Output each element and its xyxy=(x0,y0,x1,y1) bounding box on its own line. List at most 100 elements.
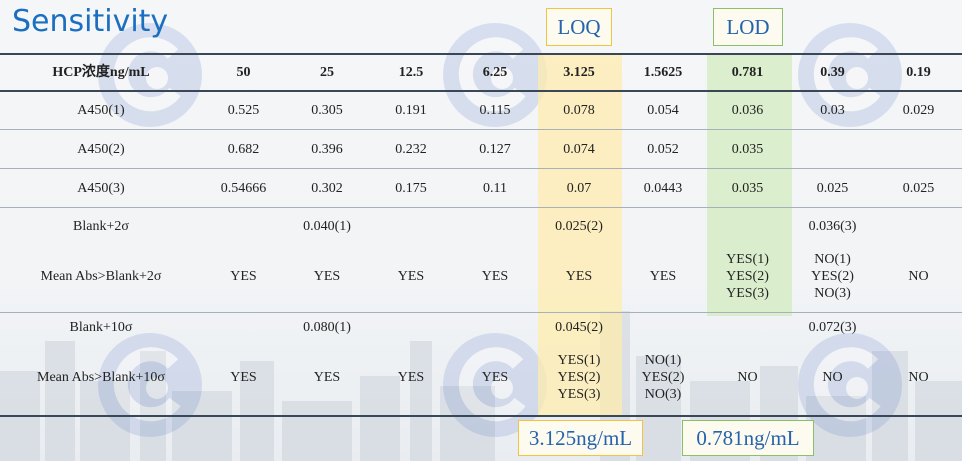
lod-column-highlight xyxy=(707,54,792,316)
table-cell: NO xyxy=(737,370,758,385)
table-cell xyxy=(453,208,537,244)
row-label: A450(3) xyxy=(77,181,125,196)
city-skyline-background xyxy=(0,311,962,461)
row-label: Mean Abs>Blank+10σ xyxy=(37,370,165,385)
table-cell xyxy=(369,208,453,244)
table-cell: 0.525 xyxy=(227,103,260,118)
table-row: A450(1) 0.525 0.305 0.191 0.115 0.078 0.… xyxy=(0,91,962,130)
table-cell xyxy=(705,208,790,244)
table-cell-multiline: NO(1) YES(2) NO(3) xyxy=(790,244,875,309)
table-cell: 0.052 xyxy=(647,142,679,157)
row-divider xyxy=(0,207,962,208)
lod-value-box: 0.781ng/mL xyxy=(682,420,814,456)
table-cell xyxy=(875,130,962,169)
row-divider xyxy=(0,168,962,169)
table-cell-multiline: YES(1) YES(2) YES(3) xyxy=(537,345,621,410)
table-row: A450(3) 0.54666 0.302 0.175 0.11 0.07 0.… xyxy=(0,169,962,208)
table-cell: 0.040(1) xyxy=(303,218,351,234)
table-cell: 0.029 xyxy=(902,103,935,118)
table-cell-multiline: NO(1) YES(2) NO(3) xyxy=(621,345,705,410)
header-cell: 25 xyxy=(320,65,334,80)
table-cell: 0.54666 xyxy=(220,181,267,196)
header-cell: 0.781 xyxy=(731,65,764,80)
table-cell xyxy=(790,130,875,169)
table-row: Mean Abs>Blank+2σ YES YES YES YES YES YE… xyxy=(0,244,962,309)
table-cell xyxy=(875,309,962,345)
table-cell: NO xyxy=(822,370,843,385)
cell-line: NO(3) xyxy=(814,286,851,301)
header-row: HCP浓度ng/mL 50 25 12.5 6.25 3.125 1.5625 … xyxy=(0,54,962,91)
cell-line: YES(2) xyxy=(557,370,601,385)
table-cell xyxy=(705,309,790,345)
table-cell: 0.036(3) xyxy=(808,218,857,234)
table-cell: 0.07 xyxy=(566,181,592,196)
table-cell: YES xyxy=(565,269,593,284)
table-cell-multiline: YES(1) YES(2) YES(3) xyxy=(705,244,790,309)
table-cell: YES xyxy=(649,269,677,284)
table-cell: YES xyxy=(481,370,509,385)
lod-label-box: LOD xyxy=(713,8,783,46)
table-cell: NO xyxy=(908,269,929,284)
table-cell: 0.054 xyxy=(647,103,679,118)
cell-line: NO(3) xyxy=(644,387,682,402)
table-cell xyxy=(369,309,453,345)
table-cell: 0.682 xyxy=(227,142,260,157)
loq-label-box: LOQ xyxy=(546,8,612,46)
row-label: A450(2) xyxy=(77,142,125,157)
table-cell: 0.036 xyxy=(731,103,764,118)
slide-title: Sensitivity xyxy=(12,4,169,39)
table-cell: YES xyxy=(481,269,509,284)
cell-line: NO(1) xyxy=(644,353,682,368)
cell-line: YES(2) xyxy=(811,269,854,284)
table-cell xyxy=(621,309,705,345)
table-cell: 0.045(2) xyxy=(555,319,603,335)
table-cell xyxy=(202,309,285,345)
table-cell: 0.025(2) xyxy=(555,218,603,234)
cell-line: YES(2) xyxy=(726,269,769,284)
cell-line: NO(1) xyxy=(814,252,851,267)
table-cell: 0.035 xyxy=(731,181,764,196)
header-cell: 6.25 xyxy=(482,65,508,80)
table-cell: YES xyxy=(230,370,257,385)
row-label: A450(1) xyxy=(77,103,125,118)
cell-line: YES(2) xyxy=(641,370,685,385)
row-label: Blank+10σ xyxy=(69,319,133,335)
header-cell: 12.5 xyxy=(398,65,424,80)
table-cell: 0.080(1) xyxy=(303,319,351,335)
table-cell: 0.11 xyxy=(483,181,507,196)
row-divider xyxy=(0,129,962,130)
table-cell: 0.0443 xyxy=(643,181,683,196)
table-cell: 0.078 xyxy=(563,103,595,118)
table-top-rule xyxy=(0,53,962,55)
watermark-logo xyxy=(798,23,902,127)
table-cell: YES xyxy=(397,269,425,284)
cell-line: YES(3) xyxy=(557,387,601,402)
table-cell: 0.302 xyxy=(311,181,343,196)
table-body: HCP浓度ng/mL 50 25 12.5 6.25 3.125 1.5625 … xyxy=(0,54,962,410)
loq-column-highlight xyxy=(538,54,622,416)
header-cell: 50 xyxy=(236,65,251,80)
table-cell: 0.074 xyxy=(563,142,595,157)
sensitivity-table: HCP浓度ng/mL 50 25 12.5 6.25 3.125 1.5625 … xyxy=(0,54,962,410)
table-cell: YES xyxy=(230,269,257,284)
header-cell: 1.5625 xyxy=(643,65,683,80)
table-cell xyxy=(202,208,285,244)
row-divider xyxy=(0,312,962,313)
header-cell: 3.125 xyxy=(563,65,595,80)
table-cell: YES xyxy=(397,370,425,385)
cell-line: YES(3) xyxy=(726,286,769,301)
table-cell xyxy=(621,208,705,244)
table-row: Mean Abs>Blank+10σ YES YES YES YES YES(1… xyxy=(0,345,962,410)
cell-line: YES(1) xyxy=(557,353,601,368)
header-cell: 0.19 xyxy=(906,65,931,80)
table-cell xyxy=(875,208,962,244)
table-cell: 0.127 xyxy=(479,142,511,157)
table-cell: 0.03 xyxy=(820,103,845,118)
table-cell: 0.025 xyxy=(902,181,935,196)
table-row: Blank+10σ 0.080(1) 0.045(2) 0.072(3) xyxy=(0,309,962,345)
cell-line: YES(1) xyxy=(726,252,769,267)
table-cell: 0.115 xyxy=(479,103,511,118)
table-cell: 0.072(3) xyxy=(808,319,857,335)
table-cell: YES xyxy=(313,269,341,284)
